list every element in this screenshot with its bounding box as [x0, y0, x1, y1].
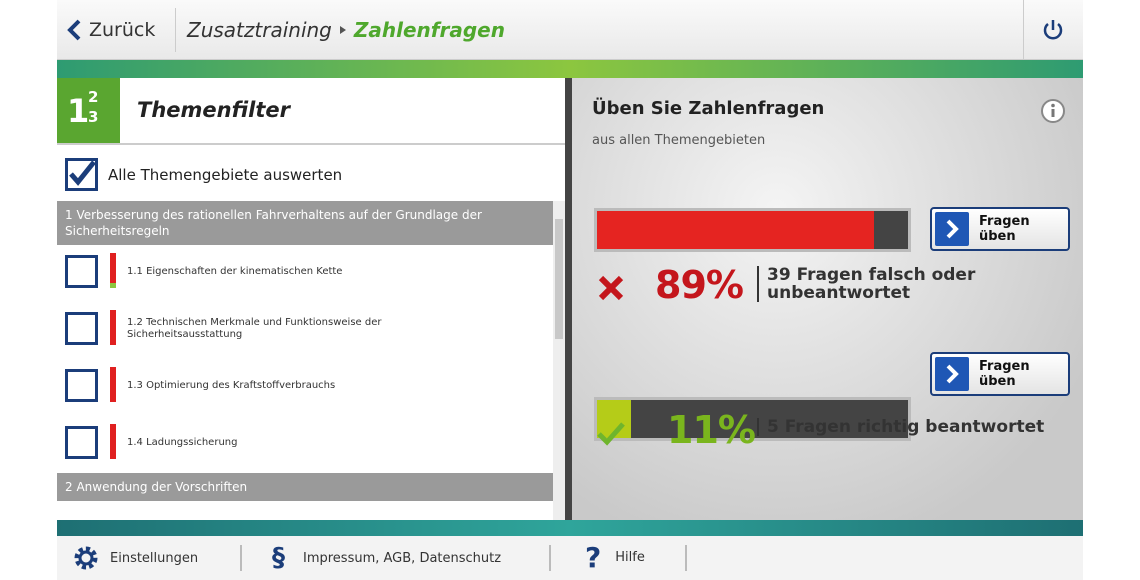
topic-item: 1.2 Technischen Merkmale und Funktionswe…	[57, 302, 553, 359]
breadcrumb-arrow	[339, 26, 346, 34]
practice-subtitle: aus allen Themengebieten	[592, 133, 766, 148]
icon-digit: 2	[88, 88, 99, 106]
section-header: 1 Verbesserung des rationellen Fahrverha…	[57, 201, 553, 245]
button-label: Fragen üben	[979, 359, 1030, 389]
checkbox[interactable]	[65, 426, 98, 459]
chevron	[946, 219, 959, 239]
practice-panel: Üben Sie Zahlenfragen aus allen Themenge…	[572, 78, 1083, 520]
separator	[1023, 0, 1024, 60]
filter-icon: 1 2 3	[57, 78, 120, 143]
percent-label: 89%	[655, 263, 744, 307]
top-bar: Zurück Zusatztraining Zahlenfragen	[57, 0, 1083, 60]
select-all-label: Alle Themengebiete auswerten	[108, 165, 343, 184]
separator	[685, 545, 687, 571]
header-strip	[57, 60, 1083, 78]
practice-button[interactable]: Fragen üben	[930, 352, 1070, 396]
button-chevron	[935, 357, 969, 391]
button-label: Fragen üben	[979, 214, 1030, 244]
breadcrumb-item: Zahlenfragen	[353, 18, 505, 42]
separator	[240, 545, 242, 571]
scroll-thumb	[555, 219, 563, 339]
select-all[interactable]: Alle Themengebiete auswerten	[65, 158, 342, 191]
topic-label: 1.3 Optimierung des Kraftstoffverbrauchs	[127, 379, 336, 391]
separator	[549, 545, 551, 571]
cross-icon	[596, 273, 626, 307]
status-indicator	[110, 424, 116, 459]
check	[597, 422, 625, 446]
footer-label: Einstellungen	[110, 550, 199, 566]
divider	[565, 78, 572, 520]
checkbox[interactable]	[65, 255, 98, 288]
topic-item: 1.1 Eigenschaften der kinematischen Kett…	[57, 245, 553, 302]
checkbox[interactable]	[65, 312, 98, 345]
button-chevron	[935, 212, 969, 246]
chevron	[946, 364, 959, 384]
info-button[interactable]	[1040, 98, 1066, 124]
footer-icon: ?	[585, 540, 602, 574]
footer-icon: §	[272, 543, 285, 573]
footer-strip	[57, 520, 1083, 536]
status-indicator	[110, 367, 116, 402]
help-link[interactable]: ? Hilfe	[585, 540, 645, 574]
icon-digit: 3	[88, 108, 99, 126]
power-button[interactable]	[1041, 18, 1065, 42]
topic-list: 1 Verbesserung des rationellen Fahrverha…	[57, 201, 553, 520]
check-icon	[596, 418, 626, 452]
practice-button[interactable]: Fragen üben	[930, 207, 1070, 251]
progress-track	[594, 208, 911, 252]
breadcrumb: Zusatztraining Zahlenfragen	[187, 14, 505, 46]
topic-item: 1.4 Ladungssicherung	[57, 416, 553, 473]
status-indicator-ok	[110, 283, 116, 288]
settings-link[interactable]: Einstellungen	[72, 544, 198, 572]
separator	[175, 8, 176, 52]
checkbox-checked	[65, 158, 98, 191]
cross	[598, 275, 624, 301]
status-indicator	[110, 310, 116, 345]
filter-title: Themenfilter	[137, 98, 290, 122]
result-text: 5 Fragen richtig beantwortet	[757, 418, 1077, 436]
scrollbar[interactable]	[553, 201, 565, 520]
footer-label: Hilfe	[615, 549, 645, 565]
topic-label: 1.1 Eigenschaften der kinematischen Kett…	[127, 265, 343, 277]
topic-label: 1.4 Ladungssicherung	[127, 436, 238, 448]
back-chevron	[67, 19, 81, 41]
progress-bar	[597, 211, 874, 249]
footer: Einstellungen § Impressum, AGB, Datensch…	[57, 536, 1083, 580]
practice-title: Üben Sie Zahlenfragen	[592, 98, 825, 119]
progress-track	[594, 397, 911, 441]
percent-label: 11%	[667, 408, 756, 452]
topic-item: 1.3 Optimierung des Kraftstoffverbrauchs	[57, 359, 553, 416]
back-label: Zurück	[89, 19, 156, 41]
filter-panel: 1 2 3 Themenfilter Alle Themengebiete au…	[57, 78, 565, 520]
footer-label: Impressum, AGB, Datenschutz	[303, 550, 502, 566]
separator	[57, 143, 565, 145]
back-button[interactable]: Zurück	[65, 14, 155, 46]
legal-link[interactable]: § Impressum, AGB, Datenschutz	[272, 543, 502, 573]
checkbox[interactable]	[65, 369, 98, 402]
section-header: 2 Anwendung der Vorschriften	[57, 473, 553, 501]
breadcrumb-item: Zusatztraining	[187, 18, 332, 42]
gear-icon	[74, 546, 98, 570]
topic-label: 1.2 Technischen Merkmale und Funktionswe…	[127, 316, 382, 340]
result-text: 39 Fragen falsch oder unbeantwortet	[757, 266, 1007, 302]
status-indicator	[110, 253, 116, 288]
icon-digit: 1	[67, 92, 90, 130]
